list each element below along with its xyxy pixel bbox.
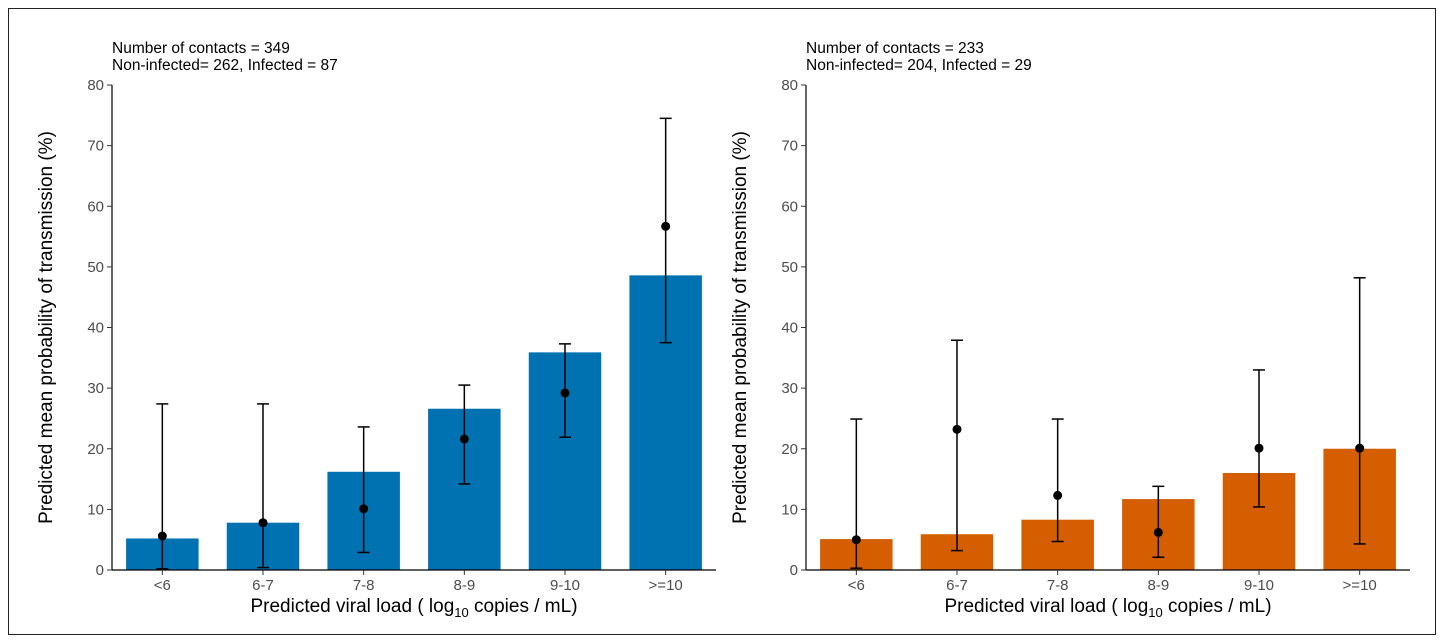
y-tick-label: 20 [781,441,798,458]
y-tick-label: 30 [781,380,798,397]
point-0 [157,531,167,541]
point-2 [1053,490,1063,500]
x-axis-title-prefix: Predicted viral load ( log [250,596,454,617]
point-5 [661,221,671,231]
x-tick-label: 8-9 [453,577,475,594]
x-tick-label: 9-10 [1244,577,1274,594]
y-tick-label: 80 [87,77,104,94]
x-tick-label: 7-8 [1047,577,1069,594]
y-tick-label: 0 [96,562,104,579]
y-tick-label: 10 [87,501,104,518]
point-3 [1153,527,1163,537]
x-tick-label: 7-8 [353,577,375,594]
x-axis-title: Predicted viral load ( log10 copies / mL… [250,596,577,620]
y-tick-label: 60 [781,198,798,215]
annotation-line: Number of contacts = 349 [112,40,290,57]
y-tick-label: 0 [790,562,798,579]
x-tick-label: >=10 [1343,577,1377,594]
point-1 [258,518,268,528]
x-tick-label: 6-7 [252,577,274,594]
y-tick-label: 30 [87,380,104,397]
x-tick-label: >=10 [649,577,683,594]
point-2 [359,504,369,514]
point-1 [952,424,962,434]
annotation-line: Non-infected= 204, Infected = 29 [806,57,1032,74]
point-5 [1355,443,1365,453]
y-tick-label: 70 [781,138,798,155]
y-axis-title: Predicted mean probability of transmissi… [36,131,57,524]
x-tick-label: 9-10 [550,577,580,594]
x-axis-title: Predicted viral load ( log10 copies / mL… [944,596,1271,620]
y-tick-label: 50 [781,259,798,276]
point-0 [851,535,861,545]
x-axis-title-subscript: 10 [454,605,468,620]
y-axis-title: Predicted mean probability of transmissi… [730,131,751,524]
x-tick-label: 6-7 [946,577,968,594]
annotation-line: Non-infected= 262, Infected = 87 [112,57,338,74]
y-tick-label: 20 [87,441,104,458]
y-tick-label: 10 [781,501,798,518]
y-tick-label: 70 [87,138,104,155]
x-tick-label: <6 [848,577,865,594]
y-tick-label: 80 [781,77,798,94]
y-tick-label: 40 [87,320,104,337]
y-tick-label: 50 [87,259,104,276]
x-axis-title-prefix: Predicted viral load ( log [944,596,1148,617]
y-tick-label: 40 [781,320,798,337]
x-tick-label: <6 [154,577,171,594]
x-axis-title-suffix: copies / mL) [469,596,578,617]
point-4 [1254,443,1264,453]
figure-frame [8,8,1436,635]
annotation-line: Number of contacts = 233 [806,40,984,57]
x-tick-label: 8-9 [1147,577,1169,594]
point-4 [560,388,570,398]
y-tick-label: 60 [87,198,104,215]
x-axis-title-subscript: 10 [1148,605,1162,620]
point-3 [459,434,469,444]
x-axis-title-suffix: copies / mL) [1163,596,1272,617]
